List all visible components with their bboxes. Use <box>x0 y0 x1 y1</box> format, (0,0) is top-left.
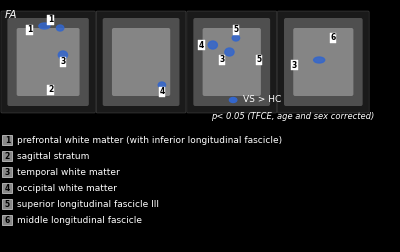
FancyBboxPatch shape <box>193 18 270 106</box>
Text: 6: 6 <box>330 34 336 43</box>
FancyBboxPatch shape <box>293 28 353 96</box>
FancyBboxPatch shape <box>2 214 12 225</box>
Text: FA: FA <box>5 10 17 20</box>
Text: 5: 5 <box>233 25 238 35</box>
Text: 3: 3 <box>220 55 225 65</box>
Ellipse shape <box>314 57 325 63</box>
Ellipse shape <box>56 25 64 31</box>
Text: 1: 1 <box>48 16 54 24</box>
FancyBboxPatch shape <box>2 182 12 193</box>
FancyBboxPatch shape <box>187 11 277 113</box>
Text: 1: 1 <box>27 25 32 35</box>
Ellipse shape <box>208 41 218 49</box>
FancyBboxPatch shape <box>112 28 170 96</box>
FancyBboxPatch shape <box>103 18 180 106</box>
Text: 3: 3 <box>292 60 297 70</box>
Text: 4: 4 <box>199 41 204 49</box>
Ellipse shape <box>58 51 68 59</box>
Ellipse shape <box>158 82 166 88</box>
FancyBboxPatch shape <box>278 11 369 113</box>
Ellipse shape <box>225 48 234 56</box>
Ellipse shape <box>39 23 50 29</box>
FancyBboxPatch shape <box>2 167 12 176</box>
Text: 5: 5 <box>256 55 262 65</box>
FancyBboxPatch shape <box>2 150 12 161</box>
FancyBboxPatch shape <box>2 199 12 208</box>
FancyBboxPatch shape <box>2 135 12 144</box>
Text: 4: 4 <box>5 184 10 193</box>
Text: 4: 4 <box>159 87 164 97</box>
Text: prefrontal white matter (with inferior longitudinal fascicle): prefrontal white matter (with inferior l… <box>17 136 282 145</box>
Text: 1: 1 <box>5 136 10 145</box>
Ellipse shape <box>230 98 237 103</box>
Text: 5: 5 <box>5 200 10 209</box>
Text: 3: 3 <box>5 168 10 177</box>
FancyBboxPatch shape <box>1 11 95 113</box>
Text: superior longitudinal fascicle III: superior longitudinal fascicle III <box>17 200 159 209</box>
Text: 2: 2 <box>5 152 10 161</box>
Text: p< 0.05 (TFCE, age and sex corrected): p< 0.05 (TFCE, age and sex corrected) <box>211 112 374 121</box>
Text: VS > HC: VS > HC <box>243 96 282 105</box>
Text: 3: 3 <box>60 57 66 67</box>
FancyBboxPatch shape <box>8 18 89 106</box>
Text: 2: 2 <box>48 85 54 94</box>
Text: temporal white matter: temporal white matter <box>17 168 120 177</box>
FancyBboxPatch shape <box>284 18 363 106</box>
Text: occipital white matter: occipital white matter <box>17 184 116 193</box>
FancyBboxPatch shape <box>203 28 261 96</box>
Text: 6: 6 <box>5 216 10 225</box>
FancyBboxPatch shape <box>96 11 186 113</box>
Text: middle longitudinal fascicle: middle longitudinal fascicle <box>17 216 142 225</box>
Ellipse shape <box>232 35 240 41</box>
Text: sagittal stratum: sagittal stratum <box>17 152 89 161</box>
FancyBboxPatch shape <box>17 28 80 96</box>
